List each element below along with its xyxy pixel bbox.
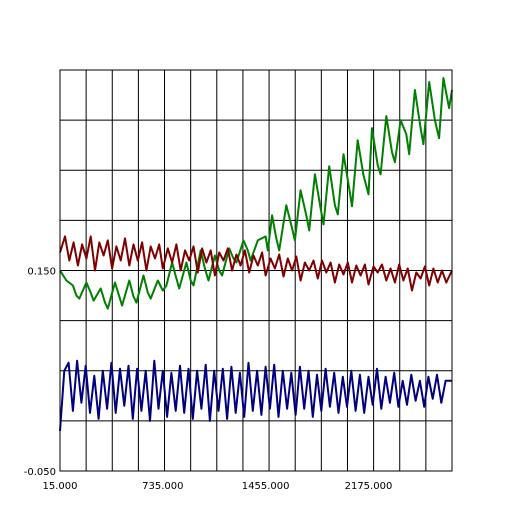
plot-frame bbox=[59, 69, 453, 472]
series-line-green bbox=[59, 77, 453, 310]
y-axis-tick-labels: 0.150 -0.050 bbox=[24, 267, 56, 479]
x-tick-label: 2175.000 bbox=[345, 481, 393, 492]
series-line-red bbox=[59, 235, 453, 292]
series-lines bbox=[59, 77, 453, 431]
y-tick-label: -0.050 bbox=[24, 467, 56, 478]
y-tick-label: 0.150 bbox=[27, 267, 56, 278]
x-tick-label: 1455.000 bbox=[242, 481, 290, 492]
series-line-blue bbox=[59, 359, 452, 431]
x-tick-label: 735.000 bbox=[142, 481, 183, 492]
grid-lines bbox=[59, 69, 453, 472]
x-axis-tick-labels: 15.000 735.000 1455.000 2175.000 bbox=[43, 481, 393, 492]
plot-border bbox=[59, 69, 453, 472]
x-tick-label: 15.000 bbox=[43, 481, 78, 492]
